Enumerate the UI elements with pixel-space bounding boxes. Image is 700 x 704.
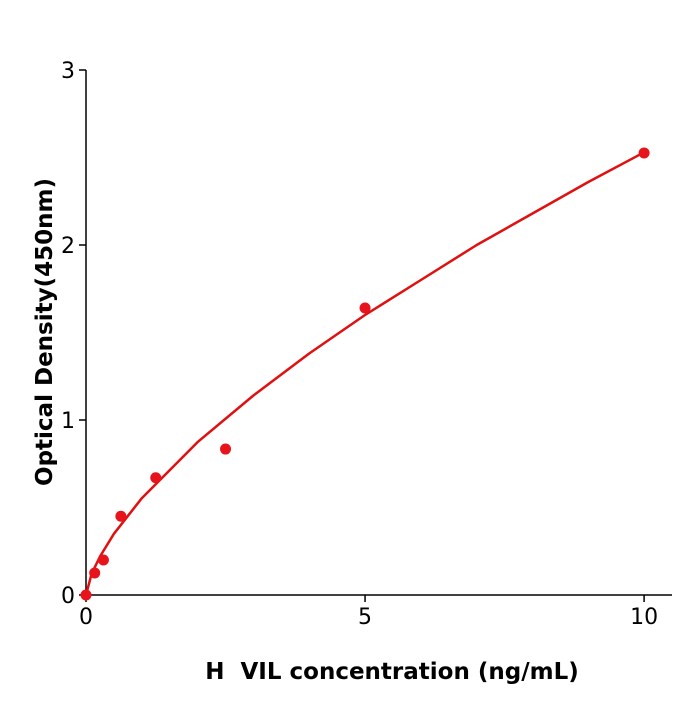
x-tick-label: 5 — [358, 605, 372, 630]
axes — [85, 70, 672, 596]
x-axis-label: H VIL concentration (ng/mL) — [205, 659, 579, 685]
data-point — [115, 510, 127, 522]
y-tick-label: 2 — [61, 234, 75, 259]
data-point — [359, 302, 371, 314]
data-point — [220, 443, 232, 455]
y-tick-label: 1 — [61, 409, 75, 434]
data-point — [150, 472, 162, 484]
data-point — [80, 589, 92, 601]
data-point — [89, 567, 101, 579]
data-point — [97, 554, 109, 566]
y-tick-label: 0 — [61, 584, 75, 609]
fit-curve — [84, 151, 645, 596]
data-point — [638, 147, 650, 159]
ticks: 0 5 10 0 1 2 3 — [61, 59, 658, 630]
data-points — [80, 147, 650, 601]
x-tick-label: 10 — [630, 605, 658, 630]
y-axis-label: Optical Density(450nm) — [32, 178, 58, 486]
y-tick-label: 3 — [61, 59, 75, 84]
x-tick-label: 0 — [79, 605, 93, 630]
